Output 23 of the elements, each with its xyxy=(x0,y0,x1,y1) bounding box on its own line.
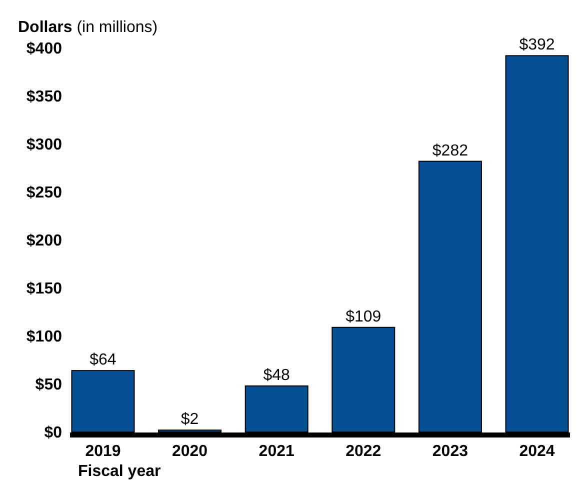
y-tick-label: $400 xyxy=(26,40,62,58)
y-tick-label: $100 xyxy=(26,328,62,346)
y-tick-label: $300 xyxy=(26,136,62,154)
chart-title: Dollars (in millions) xyxy=(18,19,158,36)
y-tick-label: $350 xyxy=(26,88,62,106)
x-tick-label: 2022 xyxy=(346,443,382,460)
x-tick-label: 2024 xyxy=(519,443,555,460)
y-tick-label: $250 xyxy=(26,184,62,202)
data-label: $109 xyxy=(346,308,382,326)
x-tick-label: 2021 xyxy=(258,443,294,460)
data-label: $2 xyxy=(180,411,199,428)
x-tick-label: 2019 xyxy=(85,443,121,460)
data-label: $64 xyxy=(90,352,116,369)
x-tick-label: 2020 xyxy=(172,443,208,460)
y-tick-label: $200 xyxy=(26,232,62,250)
data-label: $392 xyxy=(519,36,555,54)
y-tick-label: $50 xyxy=(35,376,62,394)
x-axis-title: Fiscal year xyxy=(78,463,161,480)
data-label: $282 xyxy=(432,142,468,160)
y-tick-label: $0 xyxy=(44,424,62,442)
data-label: $48 xyxy=(263,366,290,384)
y-tick-label: $150 xyxy=(26,280,62,298)
x-tick-label: 2023 xyxy=(432,443,468,460)
